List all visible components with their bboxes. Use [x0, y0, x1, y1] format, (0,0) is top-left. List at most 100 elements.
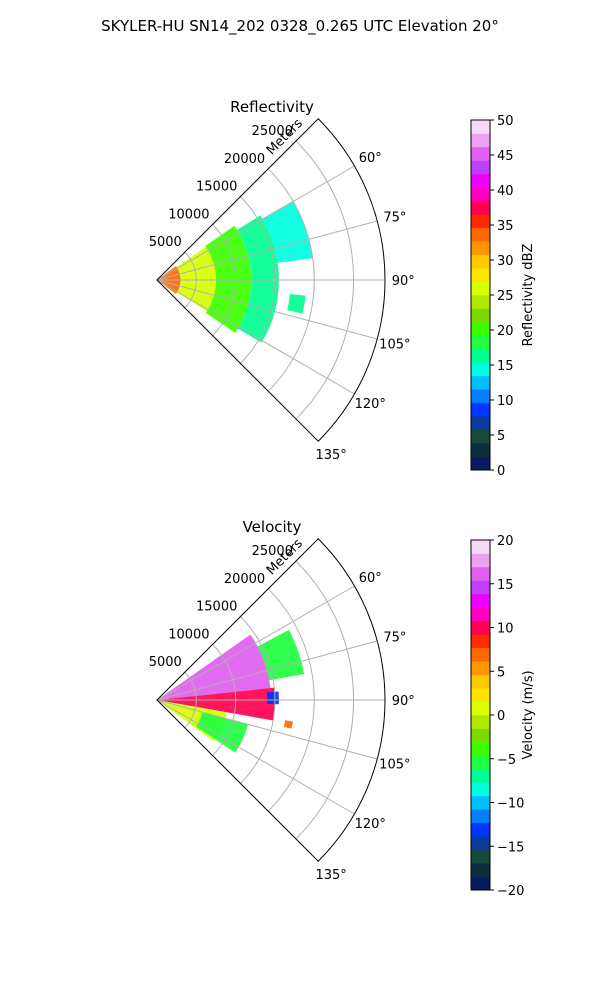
colorbar-swatch [471, 443, 490, 457]
colorbar-swatch [471, 456, 490, 471]
azimuth-tick-label: 90° [392, 694, 415, 709]
colorbar-tick-label: −5 [497, 753, 516, 768]
colorbar-swatch [471, 701, 490, 716]
range-tick-label: 25000 [252, 124, 293, 139]
azimuth-gridline [156, 585, 355, 701]
colorbar-tick-label: −20 [497, 884, 524, 899]
colorbar-swatch [471, 200, 490, 215]
colorbar-swatch [471, 674, 490, 689]
colorbar-label: Velocity (m/s) [521, 670, 536, 759]
colorbar-tick-label: 10 [497, 394, 514, 409]
colorbar-swatch [471, 402, 490, 417]
colorbar-tick-label: −15 [497, 840, 524, 855]
figure-title: SKYLER-HU SN14_202 0328_0.265 UTC Elevat… [101, 17, 499, 36]
colorbar-swatch [471, 120, 490, 134]
azimuth-tick-label: 120° [355, 397, 386, 412]
colorbar-tick-label: 0 [497, 464, 505, 479]
colorbar-swatch [471, 416, 490, 431]
colorbar-swatch [471, 849, 490, 864]
colorbar-swatch [471, 755, 490, 770]
azimuth-tick-label: 105° [379, 758, 410, 773]
echo-region [262, 201, 313, 264]
echo-region [196, 712, 249, 753]
azimuth-tick-label: 60° [359, 151, 382, 166]
sector-outline [156, 118, 386, 442]
azimuth-gridline [156, 279, 355, 395]
colorbar-swatch [471, 187, 490, 202]
colorbar-swatch [471, 295, 490, 309]
colorbar-tick-label: 35 [497, 219, 514, 234]
colorbar-swatch [471, 362, 490, 377]
azimuth-gridline [156, 699, 355, 815]
azimuth-tick-label: 60° [359, 571, 382, 586]
colorbar-tick-label: 45 [497, 149, 514, 164]
colorbar-swatch [471, 540, 490, 554]
colorbar-swatch [471, 160, 490, 175]
colorbar-swatch [471, 836, 490, 851]
azimuth-tick-label: 135° [315, 868, 346, 883]
azimuth-gridline [156, 640, 378, 701]
colorbar-swatch [471, 321, 490, 336]
echo-region [157, 687, 275, 721]
echo-region [257, 629, 305, 681]
range-tick-label: 10000 [168, 207, 209, 222]
azimuth-tick-label: 75° [383, 210, 406, 225]
colorbar-swatch [471, 335, 490, 350]
colorbar-swatch [471, 876, 490, 891]
range-tick-label: 15000 [196, 180, 237, 195]
colorbar-tick-label: 5 [497, 665, 505, 680]
colorbar-swatch [471, 634, 490, 649]
colorbar-swatch [471, 389, 490, 404]
azimuth-gridline [156, 220, 378, 281]
colorbar-swatch [471, 809, 490, 824]
colorbar-swatch [471, 268, 490, 282]
colorbar-tick-label: 10 [497, 622, 514, 637]
colorbar-swatch [471, 728, 490, 743]
colorbar-tick-label: 50 [497, 114, 514, 129]
colorbar-swatch [471, 308, 490, 323]
azimuth-tick-label: 120° [355, 817, 386, 832]
azimuth-gridline [156, 279, 378, 340]
colorbar-swatch [471, 553, 490, 568]
colorbar-tick-label: 15 [497, 359, 514, 374]
colorbar-tick-label: −10 [497, 797, 524, 812]
colorbar-swatch [471, 620, 490, 635]
colorbar-swatch [471, 647, 490, 662]
colorbar-swatch [471, 607, 490, 622]
colorbar-swatch [471, 822, 490, 837]
colorbar-swatch [471, 566, 490, 581]
range-tick-label: 25000 [252, 544, 293, 559]
colorbar-tick-label: 25 [497, 289, 514, 304]
colorbar-tick-label: 5 [497, 429, 505, 444]
colorbar-tick-label: 20 [497, 324, 514, 339]
colorbar-tick-label: 40 [497, 184, 514, 199]
colorbar-swatch [471, 227, 490, 242]
colorbar-swatch [471, 661, 490, 676]
colorbar-swatch [471, 254, 490, 269]
reflectivity-panel: Reflectivity500010000150002000025000Mete… [149, 98, 536, 479]
colorbar-tick-label: 30 [497, 254, 514, 269]
range-tick-label: 15000 [196, 600, 237, 615]
colorbar-swatch [471, 768, 490, 783]
colorbar-swatch [471, 741, 490, 756]
colorbar-tick-label: 15 [497, 578, 514, 593]
colorbar-tick-label: 0 [497, 709, 505, 724]
colorbar-label: Reflectivity dBZ [521, 244, 536, 347]
echo-region [287, 293, 306, 314]
colorbar-swatch [471, 580, 490, 595]
sector-outline [156, 538, 386, 862]
range-tick-label: 20000 [224, 572, 265, 587]
echo-region [283, 720, 293, 729]
colorbar-swatch [471, 146, 490, 161]
colorbar-swatch [471, 214, 490, 229]
colorbar-swatch [471, 715, 490, 729]
colorbar-swatch [471, 348, 490, 363]
colorbar-swatch [471, 782, 490, 797]
echo-region [205, 225, 252, 333]
azimuth-tick-label: 135° [315, 448, 346, 463]
colorbar-swatch [471, 593, 490, 608]
colorbar-swatch [471, 429, 490, 444]
range-tick-label: 20000 [224, 152, 265, 167]
echo-region [237, 215, 279, 343]
